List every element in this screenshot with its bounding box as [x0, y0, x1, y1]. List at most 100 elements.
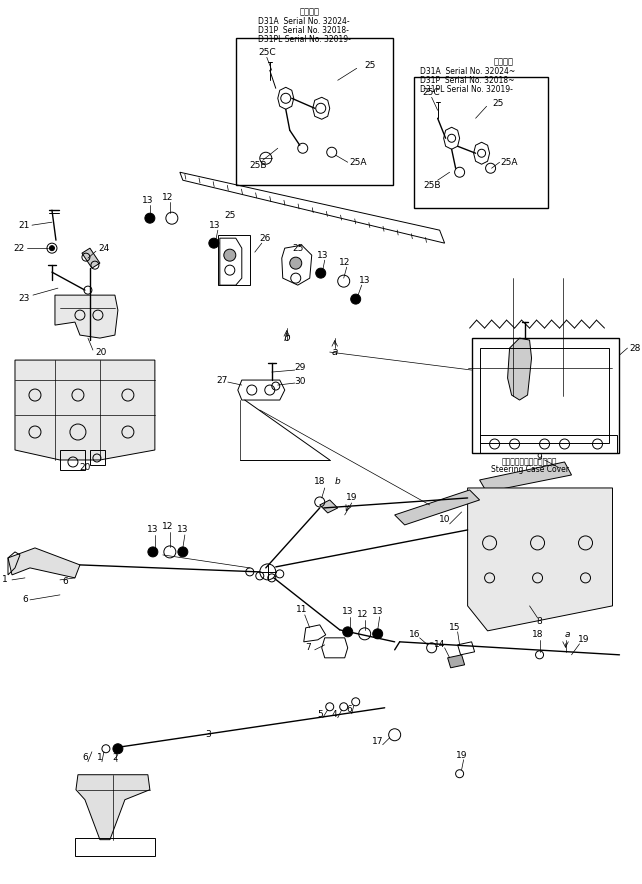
Text: 26: 26 [259, 233, 270, 243]
Text: 13: 13 [209, 221, 221, 230]
Text: 12: 12 [162, 522, 173, 531]
Bar [60, 450, 85, 470]
Bar [75, 838, 155, 856]
Polygon shape [180, 172, 445, 243]
Text: 20: 20 [79, 463, 91, 472]
Text: D31A  Serial No. 32024-: D31A Serial No. 32024- [258, 17, 349, 26]
Bar [236, 38, 393, 186]
Text: 6: 6 [62, 577, 68, 586]
Circle shape [343, 627, 352, 636]
Text: 25: 25 [364, 61, 376, 70]
Text: 25: 25 [292, 244, 304, 253]
Text: 22: 22 [13, 244, 25, 253]
Text: Steering Case Cover: Steering Case Cover [490, 466, 569, 475]
Text: 16: 16 [409, 630, 421, 639]
Text: b: b [284, 333, 290, 343]
Text: 17: 17 [372, 737, 383, 746]
Polygon shape [55, 295, 118, 338]
Text: 8: 8 [537, 617, 542, 627]
Circle shape [290, 257, 302, 269]
Text: 4: 4 [332, 710, 338, 720]
Polygon shape [8, 548, 80, 578]
Text: 12: 12 [162, 193, 173, 202]
Text: 13: 13 [317, 251, 329, 260]
Text: 25B: 25B [423, 180, 440, 190]
Text: 14: 14 [434, 640, 446, 650]
Polygon shape [76, 774, 150, 840]
Text: 19: 19 [456, 751, 467, 760]
Polygon shape [320, 500, 338, 513]
Text: D31P  Serial No. 32018-: D31P Serial No. 32018- [258, 26, 349, 34]
Text: 適用号笪: 適用号笪 [300, 8, 320, 17]
Circle shape [351, 294, 361, 304]
Text: 6: 6 [347, 705, 352, 714]
Text: a: a [331, 347, 338, 357]
Text: 6: 6 [22, 595, 28, 605]
Circle shape [209, 238, 219, 248]
Text: 27: 27 [216, 376, 227, 385]
Text: a: a [565, 630, 570, 639]
Text: 25: 25 [224, 210, 236, 220]
Text: 15: 15 [449, 623, 460, 632]
Text: 1: 1 [97, 753, 103, 762]
Text: 適用号笪: 適用号笪 [494, 57, 514, 67]
Text: D31PL Serial No. 32019-: D31PL Serial No. 32019- [258, 34, 351, 44]
Text: ステアリングケースカバー: ステアリングケースカバー [502, 458, 557, 467]
Text: 2: 2 [112, 753, 117, 762]
Circle shape [224, 249, 236, 261]
Text: 12: 12 [339, 257, 351, 267]
Polygon shape [480, 462, 571, 492]
Text: 1: 1 [2, 575, 8, 584]
Text: 29: 29 [294, 362, 306, 371]
Bar [480, 348, 609, 443]
Text: 13: 13 [142, 195, 153, 205]
Bar [472, 338, 620, 453]
Text: 13: 13 [147, 525, 159, 535]
Bar [480, 435, 618, 453]
Polygon shape [467, 488, 612, 631]
Text: 25C: 25C [258, 48, 275, 57]
Circle shape [145, 213, 155, 223]
Text: 13: 13 [359, 276, 370, 285]
Bar [413, 77, 548, 209]
Circle shape [148, 547, 158, 557]
Text: 21: 21 [19, 221, 30, 230]
Polygon shape [447, 655, 465, 667]
Text: b: b [334, 477, 340, 486]
Text: 25A: 25A [501, 157, 518, 167]
Text: 3: 3 [205, 730, 211, 739]
Text: 28: 28 [629, 344, 641, 353]
Text: 25: 25 [492, 99, 503, 108]
Bar [218, 235, 250, 286]
Text: D31PL Serial No. 32019-: D31PL Serial No. 32019- [420, 85, 512, 94]
Text: 19: 19 [346, 493, 358, 502]
Text: 9: 9 [537, 453, 542, 462]
Text: D31P  Serial No. 32018~: D31P Serial No. 32018~ [420, 76, 514, 85]
Text: 18: 18 [532, 630, 543, 639]
Text: 13: 13 [177, 525, 189, 535]
Text: 10: 10 [439, 515, 451, 524]
Text: 11: 11 [296, 606, 308, 614]
Polygon shape [15, 360, 155, 460]
Text: 6: 6 [82, 753, 88, 762]
Polygon shape [508, 338, 532, 400]
Text: 12: 12 [357, 610, 369, 620]
Text: 24: 24 [98, 244, 109, 253]
Text: 25B: 25B [249, 161, 266, 170]
Text: 5: 5 [317, 710, 323, 720]
Circle shape [113, 743, 123, 754]
Text: 13: 13 [372, 607, 383, 616]
Text: 25A: 25A [349, 157, 367, 167]
Text: 25C: 25C [423, 88, 440, 96]
Text: 13: 13 [342, 607, 354, 616]
Text: 18: 18 [314, 477, 325, 486]
Circle shape [178, 547, 188, 557]
Polygon shape [82, 248, 100, 268]
Text: 19: 19 [578, 636, 589, 644]
Text: 7: 7 [305, 644, 311, 652]
Text: 20: 20 [95, 347, 107, 356]
Circle shape [373, 629, 383, 639]
Circle shape [49, 246, 55, 251]
Circle shape [316, 268, 325, 278]
Bar [90, 450, 105, 465]
